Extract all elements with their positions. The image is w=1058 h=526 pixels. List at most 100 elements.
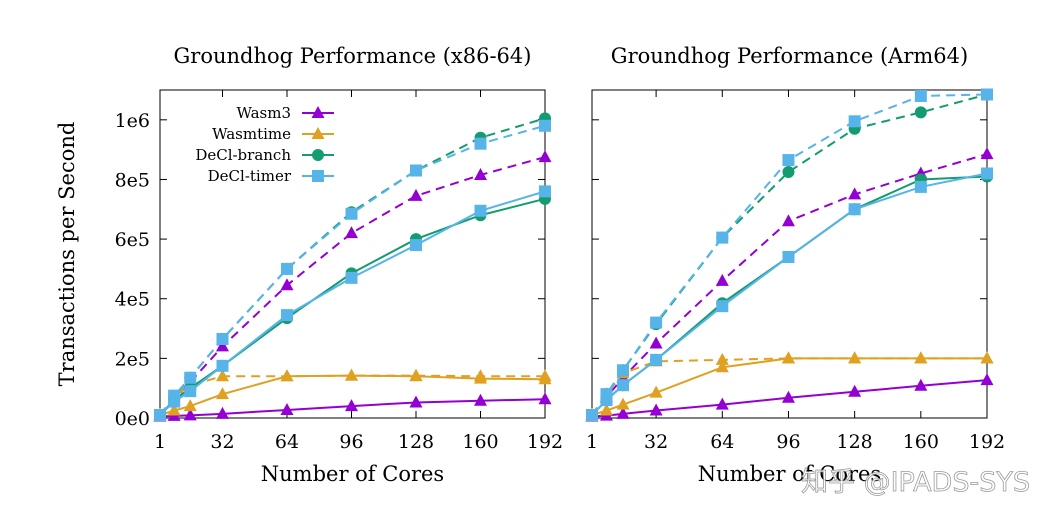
legend-label: DeCl-branch [195,146,291,164]
data-point [980,373,994,386]
data-point [600,388,613,401]
data-point [617,364,630,377]
series-wasm3-solid [585,373,994,422]
series-decl-timer-solid [154,185,551,422]
data-point [312,170,324,182]
legend: Wasm3 Wasmtime DeCl-branch DeCl-timer [195,104,334,185]
data-point [781,351,795,364]
data-point [586,409,598,422]
data-point [215,339,229,352]
data-point [473,167,487,180]
series-line [591,153,988,416]
x-tick-label: 192 [527,431,563,453]
data-point [981,88,993,101]
data-point [848,203,861,216]
y-tick-label: 1e6 [115,110,150,132]
chart-panel-1: Groundhog Performance (x86-64) 1 32 64 96 128… [55,44,563,486]
y-tick-label: 8e5 [115,169,150,191]
data-point [280,309,293,322]
data-point [216,359,229,372]
x-axis-label: Number of Cores [698,462,881,486]
series-line [591,172,988,416]
data-point [617,379,630,392]
data-point [980,351,994,364]
data-point [184,385,197,398]
data-point [216,332,229,345]
x-tick-label: 64 [275,431,299,453]
series-line [159,190,546,416]
data-point [280,278,294,291]
data-point [344,368,358,381]
x-tick-label: 160 [903,431,939,453]
series-line [591,357,987,416]
x-axis-label: Number of Cores [261,462,444,486]
data-point [715,397,729,410]
data-point [848,351,862,364]
x-tick-label: 128 [398,431,434,453]
data-point [848,115,861,128]
data-point [914,351,928,364]
series-line [591,93,988,416]
data-point [848,187,862,200]
legend-label: Wasmtime [212,125,291,143]
data-point [312,149,324,161]
plot-frame [159,89,546,419]
series-decl-branch-solid [154,192,551,422]
legend-label: DeCl-timer [208,167,292,185]
data-point [345,207,358,220]
series-decl-timer-dashed [154,119,551,422]
data-point [409,239,422,252]
data-point [599,403,613,416]
data-point [409,368,423,381]
y-tick-label: 4e5 [115,289,150,311]
data-point [538,369,552,382]
data-point [781,390,795,403]
data-point [782,250,795,263]
data-point [650,316,663,329]
data-point [914,106,927,119]
data-point [215,406,229,419]
data-point [616,397,630,410]
data-point [409,395,423,408]
x-tick-label: 160 [462,431,498,453]
data-point [782,154,795,167]
x-tick-label: 32 [210,431,234,453]
data-point [649,336,663,349]
data-point [715,273,729,286]
series-decl-timer-solid [586,167,993,422]
data-point [715,352,729,365]
data-point [848,384,862,397]
data-point [184,371,197,384]
legend-label: Wasm3 [236,104,291,122]
data-point [616,406,630,419]
x-tick-label: 1 [586,431,598,453]
data-point [183,408,197,421]
data-point [539,119,551,132]
data-point [715,360,729,373]
data-point [215,387,229,400]
data-point [167,403,181,416]
data-point [650,353,663,366]
data-point [168,389,181,402]
x-tick-label: 64 [710,431,734,453]
chart-panel-2: Groundhog Performance (Arm64) 1 32 64 96 128 1… [585,44,1005,486]
data-point [280,262,293,275]
data-point [409,188,423,201]
data-point [474,137,487,150]
series-line [591,357,987,416]
y-tick-label: 6e5 [115,229,150,251]
y-tick-label: 2e5 [115,348,150,370]
data-point [409,164,422,177]
y-tick-label: 0e0 [115,408,150,430]
x-tick-label: 96 [776,431,800,453]
data-point [280,369,294,382]
x-tick-label: 96 [339,431,363,453]
data-point [183,399,197,412]
data-point [716,300,729,313]
series-wasmtime-dashed [153,368,552,421]
data-point [473,369,487,382]
x-tick-label: 32 [644,431,668,453]
data-point [914,378,928,391]
data-point [914,89,927,102]
